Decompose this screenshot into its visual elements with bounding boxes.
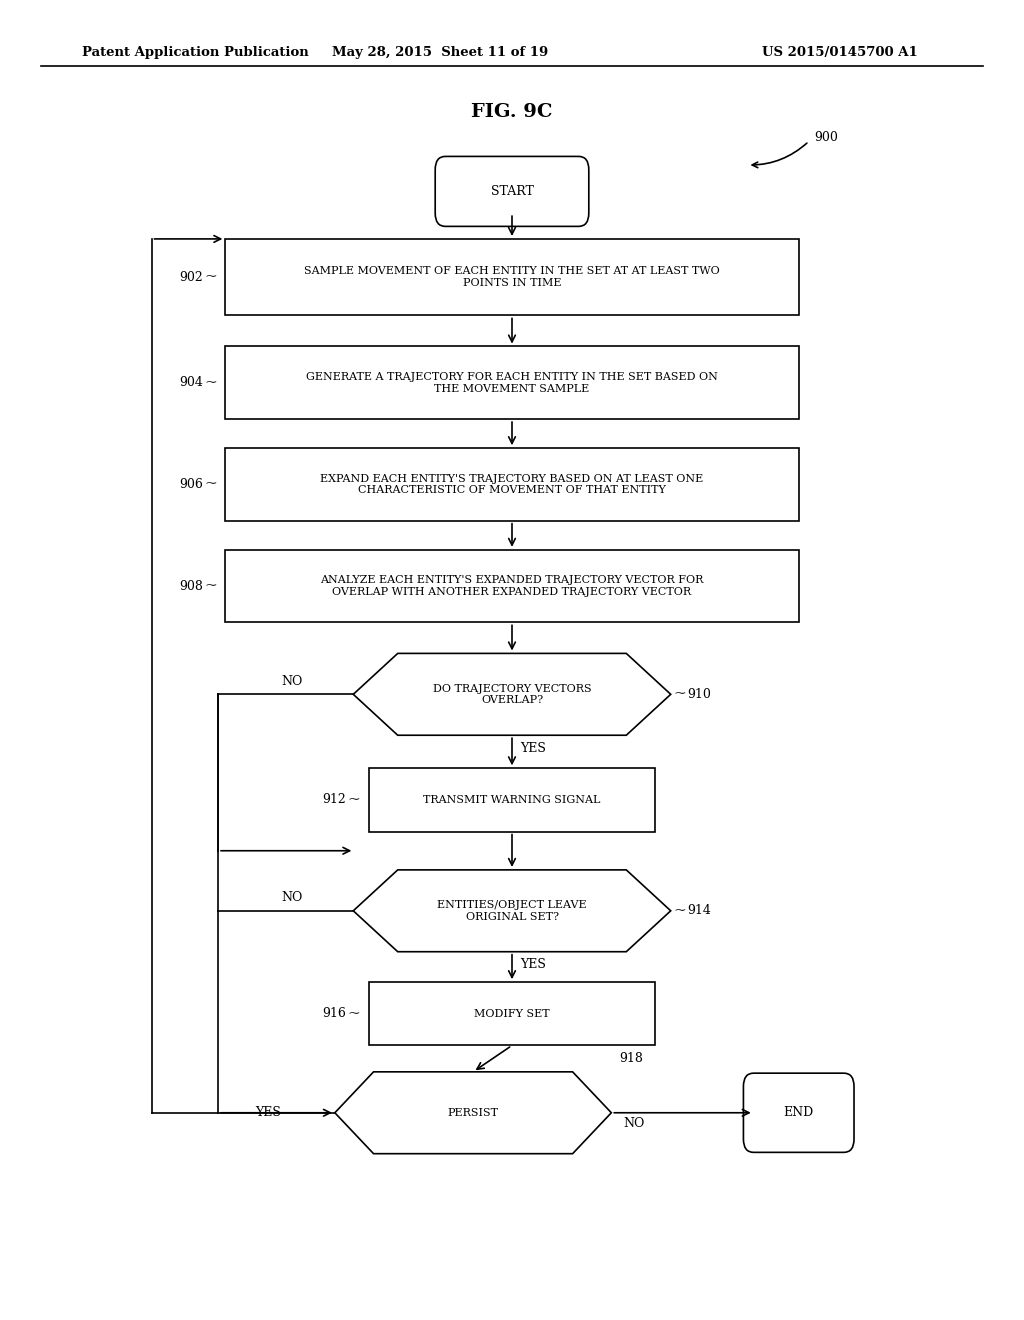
Text: TRANSMIT WARNING SIGNAL: TRANSMIT WARNING SIGNAL <box>423 795 601 805</box>
Text: YES: YES <box>255 1106 282 1119</box>
Text: 910: 910 <box>687 688 711 701</box>
FancyBboxPatch shape <box>435 156 589 226</box>
Text: US 2015/0145700 A1: US 2015/0145700 A1 <box>762 46 918 59</box>
Text: ~: ~ <box>205 478 217 491</box>
Text: Patent Application Publication: Patent Application Publication <box>82 46 308 59</box>
Text: ~: ~ <box>674 688 686 701</box>
Text: ~: ~ <box>348 793 360 807</box>
Text: ~: ~ <box>205 376 217 389</box>
Bar <box>369 768 655 832</box>
Text: ~: ~ <box>674 904 686 917</box>
Text: EXPAND EACH ENTITY'S TRAJECTORY BASED ON AT LEAST ONE
CHARACTERISTIC OF MOVEMENT: EXPAND EACH ENTITY'S TRAJECTORY BASED ON… <box>321 474 703 495</box>
Polygon shape <box>353 653 671 735</box>
Text: MODIFY SET: MODIFY SET <box>474 1008 550 1019</box>
Bar <box>225 447 799 520</box>
Bar <box>369 982 655 1045</box>
Text: 918: 918 <box>620 1052 643 1065</box>
Text: DO TRAJECTORY VECTORS
OVERLAP?: DO TRAJECTORY VECTORS OVERLAP? <box>433 684 591 705</box>
Text: 912: 912 <box>323 793 346 807</box>
Text: SAMPLE MOVEMENT OF EACH ENTITY IN THE SET AT AT LEAST TWO
POINTS IN TIME: SAMPLE MOVEMENT OF EACH ENTITY IN THE SE… <box>304 267 720 288</box>
Text: 906: 906 <box>179 478 203 491</box>
Text: ANALYZE EACH ENTITY'S EXPANDED TRAJECTORY VECTOR FOR
OVERLAP WITH ANOTHER EXPAND: ANALYZE EACH ENTITY'S EXPANDED TRAJECTOR… <box>321 576 703 597</box>
Text: 900: 900 <box>814 131 838 144</box>
Text: END: END <box>783 1106 814 1119</box>
Text: YES: YES <box>520 742 546 755</box>
Text: YES: YES <box>520 958 546 972</box>
Bar <box>225 346 799 420</box>
Text: ~: ~ <box>205 579 217 593</box>
Text: 914: 914 <box>687 904 711 917</box>
Text: ~: ~ <box>348 1007 360 1020</box>
Text: PERSIST: PERSIST <box>447 1107 499 1118</box>
Text: 916: 916 <box>323 1007 346 1020</box>
FancyBboxPatch shape <box>743 1073 854 1152</box>
Polygon shape <box>353 870 671 952</box>
Text: NO: NO <box>282 891 302 904</box>
Text: START: START <box>490 185 534 198</box>
Bar <box>225 549 799 622</box>
Text: 904: 904 <box>179 376 203 389</box>
Bar <box>225 239 799 315</box>
Text: May 28, 2015  Sheet 11 of 19: May 28, 2015 Sheet 11 of 19 <box>332 46 549 59</box>
Text: NO: NO <box>624 1117 645 1130</box>
Text: 908: 908 <box>179 579 203 593</box>
Text: NO: NO <box>282 675 302 688</box>
Text: 902: 902 <box>179 271 203 284</box>
Text: GENERATE A TRAJECTORY FOR EACH ENTITY IN THE SET BASED ON
THE MOVEMENT SAMPLE: GENERATE A TRAJECTORY FOR EACH ENTITY IN… <box>306 372 718 393</box>
Polygon shape <box>335 1072 611 1154</box>
Text: FIG. 9C: FIG. 9C <box>471 103 553 121</box>
Text: ~: ~ <box>205 271 217 284</box>
Text: ENTITIES/OBJECT LEAVE
ORIGINAL SET?: ENTITIES/OBJECT LEAVE ORIGINAL SET? <box>437 900 587 921</box>
